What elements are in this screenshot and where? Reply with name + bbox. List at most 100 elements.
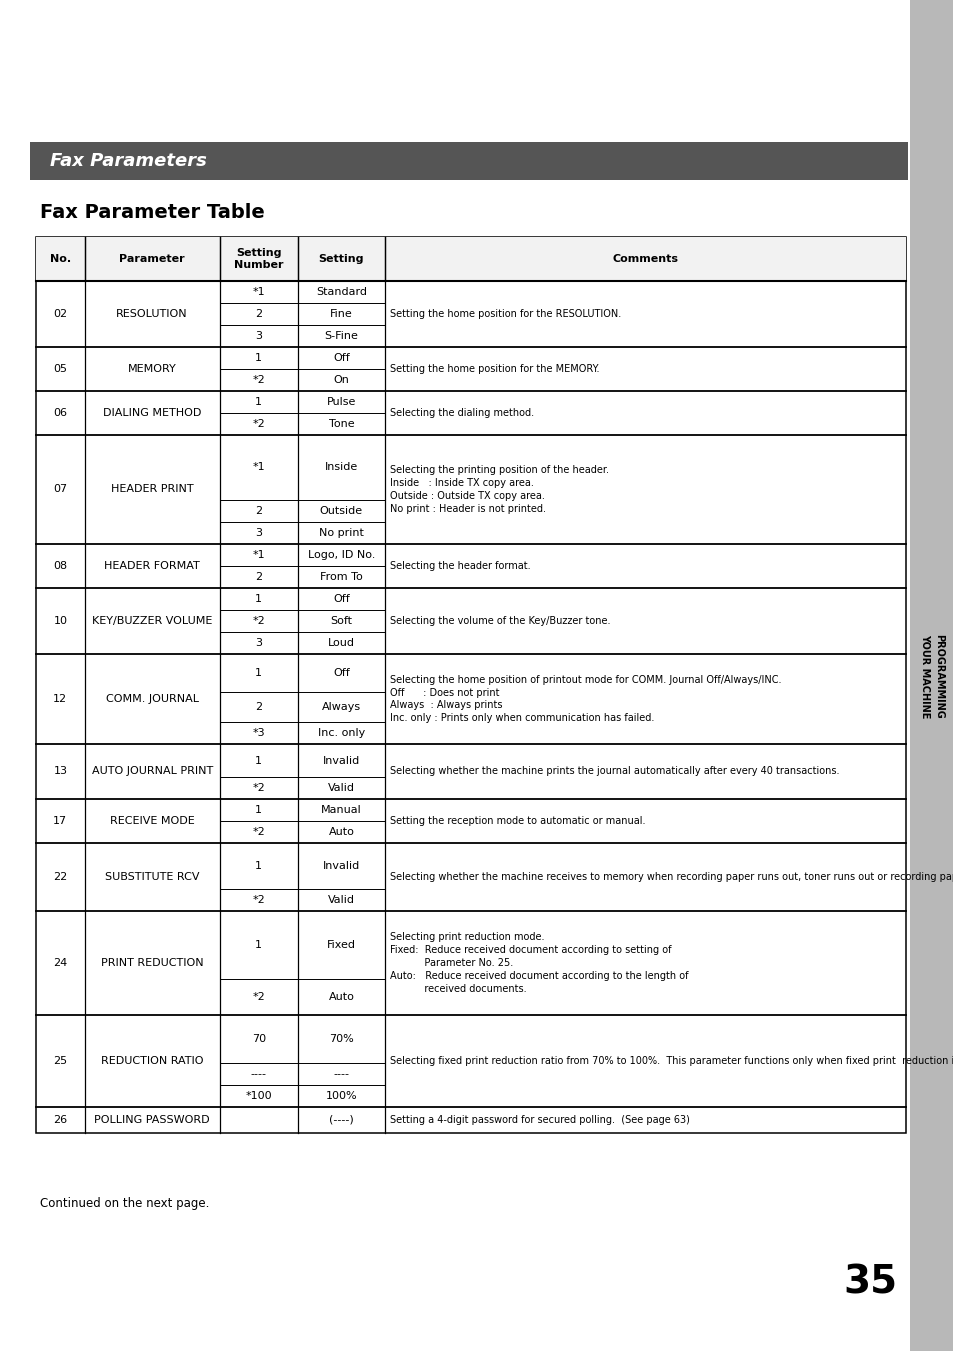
- Text: 2: 2: [254, 309, 262, 319]
- Text: Auto: Auto: [328, 827, 354, 838]
- Text: 1: 1: [255, 353, 262, 363]
- Text: Off: Off: [333, 353, 350, 363]
- Text: 12: 12: [53, 694, 68, 704]
- Text: Setting a 4-digit password for secured polling.  (See page 63): Setting a 4-digit password for secured p…: [390, 1115, 689, 1125]
- Text: RESOLUTION: RESOLUTION: [116, 309, 188, 319]
- Text: MEMORY: MEMORY: [128, 363, 176, 374]
- Text: ----: ----: [333, 1069, 349, 1079]
- Text: 3: 3: [255, 331, 262, 340]
- Text: 100%: 100%: [325, 1092, 356, 1101]
- Text: *1: *1: [253, 286, 265, 297]
- Text: COMM. JOURNAL: COMM. JOURNAL: [106, 694, 198, 704]
- Text: RECEIVE MODE: RECEIVE MODE: [110, 816, 194, 825]
- Text: POLLING PASSWORD: POLLING PASSWORD: [94, 1115, 210, 1125]
- Text: 08: 08: [53, 561, 68, 571]
- Text: Valid: Valid: [328, 894, 355, 905]
- Text: 70: 70: [252, 1034, 266, 1044]
- Text: *1: *1: [253, 550, 265, 561]
- Text: Standard: Standard: [315, 286, 367, 297]
- Text: Selecting the volume of the Key/Buzzer tone.: Selecting the volume of the Key/Buzzer t…: [390, 616, 610, 626]
- Text: Off: Off: [333, 594, 350, 604]
- Text: *1: *1: [253, 462, 265, 473]
- Text: Fax Parameter Table: Fax Parameter Table: [40, 204, 265, 223]
- Text: *3: *3: [253, 728, 265, 738]
- Text: 2: 2: [254, 507, 262, 516]
- Text: 07: 07: [53, 485, 68, 494]
- Text: Setting: Setting: [318, 254, 364, 263]
- Text: 3: 3: [255, 638, 262, 648]
- Text: From To: From To: [319, 571, 362, 582]
- Bar: [36, 236, 905, 281]
- Text: Manual: Manual: [320, 805, 361, 815]
- Text: *100: *100: [245, 1092, 272, 1101]
- Text: *2: *2: [253, 992, 265, 1002]
- Text: Setting the home position for the RESOLUTION.: Setting the home position for the RESOLU…: [390, 309, 620, 319]
- Text: Selecting whether the machine receives to memory when recording paper runs out, : Selecting whether the machine receives t…: [390, 871, 953, 882]
- Text: 2: 2: [254, 703, 262, 712]
- Text: 25: 25: [53, 1056, 68, 1066]
- Text: Fine: Fine: [330, 309, 353, 319]
- Text: Selecting the printing position of the header.
Inside   : Inside TX copy area.
O: Selecting the printing position of the h…: [390, 465, 608, 513]
- Text: Pulse: Pulse: [326, 397, 355, 407]
- Text: PRINT REDUCTION: PRINT REDUCTION: [101, 958, 203, 969]
- Text: *2: *2: [253, 376, 265, 385]
- Text: Tone: Tone: [328, 419, 354, 430]
- Text: 26: 26: [53, 1115, 68, 1125]
- Text: 1: 1: [255, 667, 262, 678]
- Text: Inc. only: Inc. only: [317, 728, 365, 738]
- Text: Soft: Soft: [330, 616, 352, 626]
- Text: Fax Parameters: Fax Parameters: [50, 153, 207, 170]
- Text: On: On: [334, 376, 349, 385]
- Text: 10: 10: [53, 616, 68, 626]
- Text: Loud: Loud: [328, 638, 355, 648]
- Text: 13: 13: [53, 766, 68, 777]
- Text: 02: 02: [53, 309, 68, 319]
- Text: *2: *2: [253, 827, 265, 838]
- Text: No.: No.: [50, 254, 71, 263]
- Text: PROGRAMMING
YOUR MACHINE: PROGRAMMING YOUR MACHINE: [919, 634, 943, 719]
- Text: *2: *2: [253, 419, 265, 430]
- Text: Outside: Outside: [319, 507, 362, 516]
- Text: *2: *2: [253, 894, 265, 905]
- Text: 06: 06: [53, 408, 68, 417]
- Text: 1: 1: [255, 397, 262, 407]
- Text: Fixed: Fixed: [327, 940, 355, 950]
- Text: *2: *2: [253, 616, 265, 626]
- Text: 1: 1: [255, 755, 262, 766]
- Text: Continued on the next page.: Continued on the next page.: [40, 1197, 209, 1209]
- Text: Off: Off: [333, 667, 350, 678]
- Text: Inside: Inside: [324, 462, 357, 473]
- Bar: [909, 0, 953, 1351]
- Text: Setting the home position for the MEMORY.: Setting the home position for the MEMORY…: [390, 363, 598, 374]
- Text: Auto: Auto: [328, 992, 354, 1002]
- Text: REDUCTION RATIO: REDUCTION RATIO: [101, 1056, 203, 1066]
- Text: 35: 35: [842, 1265, 896, 1302]
- Bar: [30, 142, 907, 180]
- Text: *2: *2: [253, 784, 265, 793]
- Text: 1: 1: [255, 805, 262, 815]
- Text: 1: 1: [255, 861, 262, 871]
- Text: Selecting print reduction mode.
Fixed:  Reduce received document according to se: Selecting print reduction mode. Fixed: R…: [390, 932, 688, 993]
- Text: ----: ----: [251, 1069, 267, 1079]
- Text: Invalid: Invalid: [322, 861, 359, 871]
- Text: (----): (----): [329, 1115, 354, 1125]
- Text: 3: 3: [255, 528, 262, 538]
- Text: AUTO JOURNAL PRINT: AUTO JOURNAL PRINT: [91, 766, 213, 777]
- Text: Valid: Valid: [328, 784, 355, 793]
- Text: SUBSTITUTE RCV: SUBSTITUTE RCV: [105, 871, 199, 882]
- Text: Parameter: Parameter: [119, 254, 185, 263]
- Text: 22: 22: [53, 871, 68, 882]
- Text: Selecting whether the machine prints the journal automatically after every 40 tr: Selecting whether the machine prints the…: [390, 766, 839, 777]
- Bar: [36, 236, 905, 1133]
- Text: Setting the reception mode to automatic or manual.: Setting the reception mode to automatic …: [390, 816, 644, 825]
- Text: KEY/BUZZER VOLUME: KEY/BUZZER VOLUME: [91, 616, 213, 626]
- Text: Comments: Comments: [612, 254, 678, 263]
- Text: 2: 2: [254, 571, 262, 582]
- Text: Selecting the header format.: Selecting the header format.: [390, 561, 530, 571]
- Text: Logo, ID No.: Logo, ID No.: [308, 550, 375, 561]
- Text: DIALING METHOD: DIALING METHOD: [103, 408, 201, 417]
- Text: Selecting the dialing method.: Selecting the dialing method.: [390, 408, 534, 417]
- Text: HEADER PRINT: HEADER PRINT: [111, 485, 193, 494]
- Text: No print: No print: [318, 528, 363, 538]
- Text: HEADER FORMAT: HEADER FORMAT: [104, 561, 200, 571]
